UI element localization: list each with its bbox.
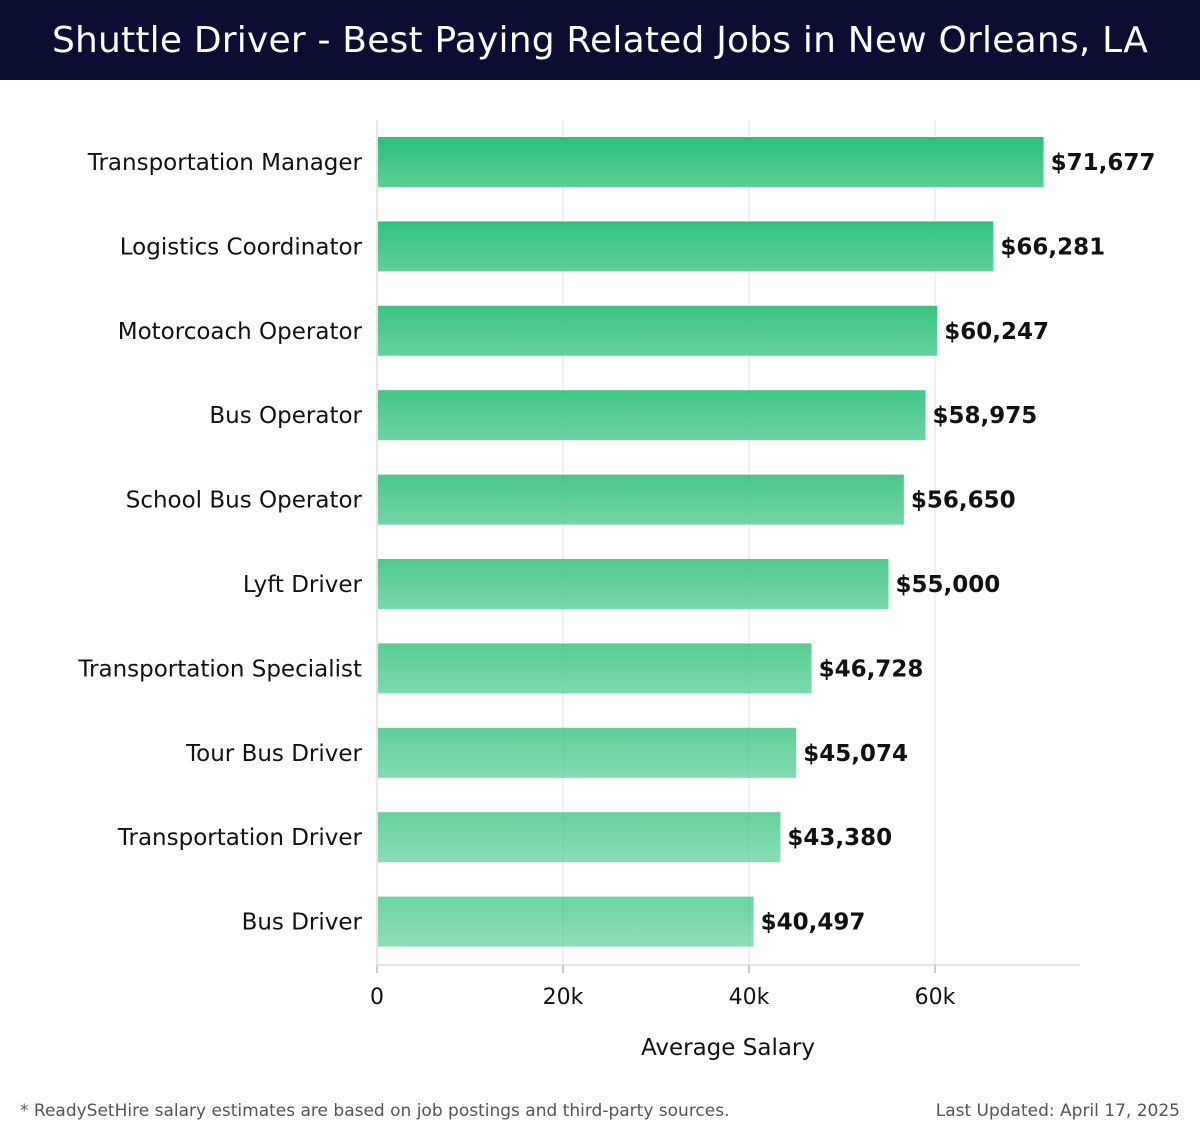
x-tick-label: 20k: [543, 985, 584, 1010]
x-axis-title: Average Salary: [641, 1035, 815, 1061]
footer-note: * ReadySetHire salary estimates are base…: [20, 1101, 730, 1121]
value-label: $43,380: [787, 825, 892, 851]
category-label: Tour Bus Driver: [185, 741, 363, 767]
value-label: $58,975: [932, 403, 1037, 429]
bar: [378, 390, 926, 441]
value-label: $66,281: [1000, 234, 1105, 260]
category-label: Logistics Coordinator: [120, 234, 363, 260]
value-label: $46,728: [819, 656, 924, 682]
value-label: $56,650: [911, 488, 1016, 514]
category-label: Bus Operator: [209, 403, 362, 429]
last-updated: Last Updated: April 17, 2025: [935, 1101, 1180, 1121]
bar: [378, 474, 904, 525]
category-label: Lyft Driver: [243, 572, 363, 598]
x-tick-label: 0: [370, 985, 384, 1010]
bar: [378, 727, 797, 778]
salary-bar-chart: 0 20k 40k 60k Transportation Manager $71,677 L…: [77, 120, 1156, 1061]
category-label: Transportation Specialist: [77, 656, 362, 682]
bar: [378, 643, 812, 694]
bar: [378, 559, 889, 609]
value-label: $71,677: [1051, 150, 1156, 176]
value-label: $45,074: [803, 741, 908, 767]
chart-header: Shuttle Driver - Best Paying Related Job…: [0, 0, 1200, 80]
chart-title: Shuttle Driver - Best Paying Related Job…: [51, 19, 1149, 61]
bar: [378, 221, 994, 272]
value-label: $60,247: [944, 319, 1049, 345]
bar: [378, 896, 754, 947]
value-label: $55,000: [896, 572, 1001, 598]
category-label: Bus Driver: [242, 910, 363, 936]
value-label: $40,497: [761, 910, 866, 936]
x-tick-label: 60k: [915, 985, 956, 1010]
bar: [378, 137, 1044, 187]
bar: [378, 812, 781, 863]
category-label: Transportation Driver: [117, 825, 363, 851]
category-label: Transportation Manager: [87, 150, 363, 176]
category-label: Motorcoach Operator: [118, 319, 363, 345]
bar: [378, 305, 938, 356]
x-tick-label: 40k: [729, 985, 770, 1010]
category-label: School Bus Operator: [126, 488, 363, 514]
